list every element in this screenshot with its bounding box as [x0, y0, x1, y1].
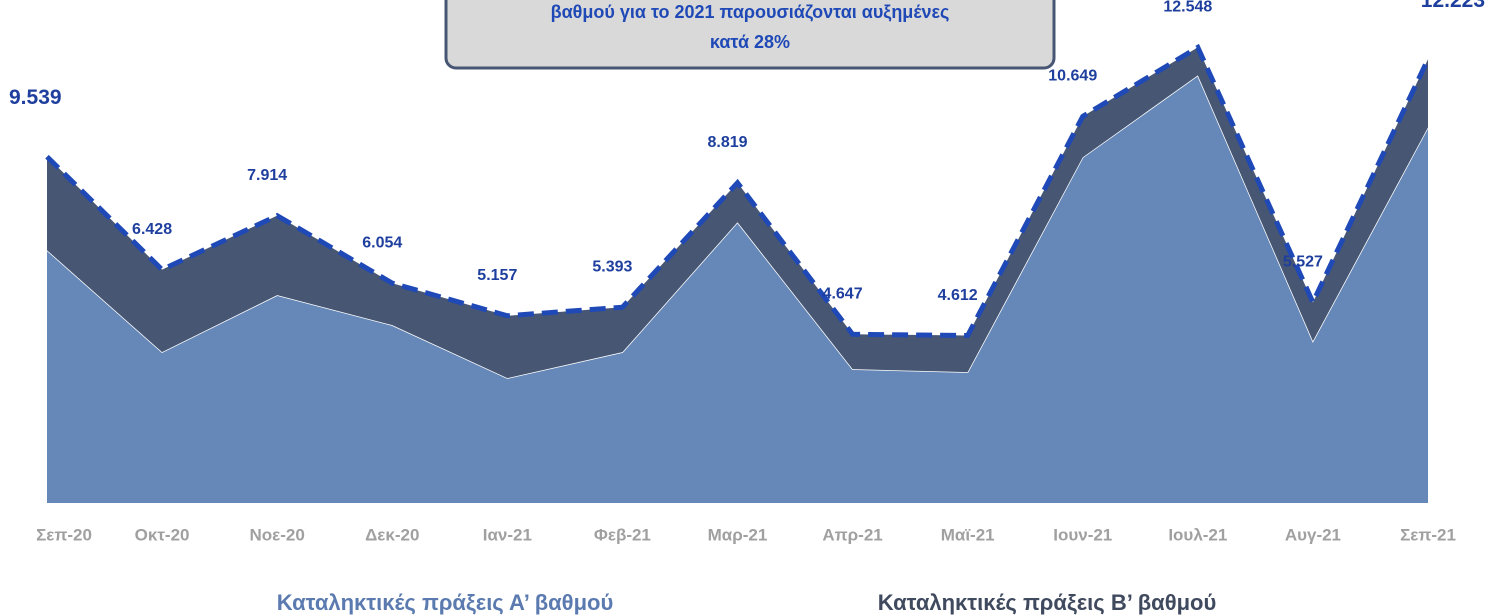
- x-tick-label: Απρ-21: [822, 525, 882, 544]
- x-tick-label: Μαϊ-21: [941, 525, 995, 544]
- data-label: 5.157: [477, 267, 517, 284]
- data-label: 7.914: [247, 167, 287, 184]
- x-tick-label: Οκτ-20: [135, 525, 190, 544]
- annotation-box: [444, 0, 1056, 70]
- data-label: 12.223: [1421, 0, 1485, 12]
- area: [47, 75, 1428, 504]
- annotation: βαθμού για το 2021 παρουσιάζονται αυξημέ…: [551, 2, 950, 23]
- data-label: 8.819: [707, 134, 747, 151]
- data-label: 5.527: [1283, 254, 1323, 271]
- data-label: 6.428: [132, 221, 172, 238]
- legend-entry: Καταληκτικές πράξεις Α’ βαθμού: [277, 590, 614, 615]
- x-tick-label: Μαρ-21: [708, 525, 768, 544]
- data-label: 12.548: [1163, 0, 1212, 16]
- total-line: [45, 43, 1431, 339]
- data-label: 5.393: [592, 258, 632, 275]
- annotation: κατά 28%: [710, 32, 790, 52]
- legend-entry: Καταληκτικές πράξεις Β’ βαθμού: [878, 590, 1217, 615]
- area: [47, 47, 1428, 379]
- data-label: 9.539: [9, 86, 62, 109]
- x-tick-label: Ιουν-21: [1053, 525, 1112, 544]
- x-tick-label: Νοε-20: [250, 525, 305, 544]
- x-tick-label: Ιαν-21: [483, 525, 532, 544]
- x-tick-label: Σεπ-20: [36, 525, 92, 544]
- x-tick-label: Φεβ-21: [594, 525, 651, 544]
- data-label: 10.649: [1048, 68, 1097, 85]
- x-tick-label: Ιουλ-21: [1168, 525, 1227, 544]
- x-tick-label: Δεκ-20: [365, 525, 419, 544]
- data-label: 4.612: [938, 287, 978, 304]
- x-tick-label: Σεπ-21: [1400, 525, 1456, 544]
- data-label: 6.054: [362, 234, 402, 251]
- data-label: 4.647: [823, 285, 863, 302]
- x-tick-label: Αυγ-21: [1285, 525, 1341, 544]
